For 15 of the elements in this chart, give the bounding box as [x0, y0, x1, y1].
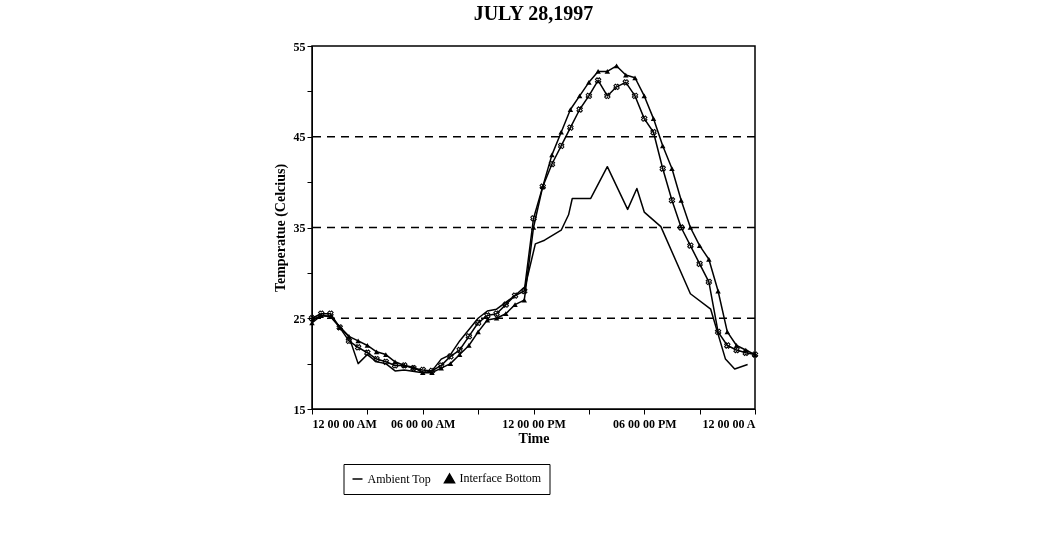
chart-title: JULY 28,1997 [473, 2, 594, 24]
x-tick-label: 06 00 00 PM [612, 416, 677, 431]
y-tick-label: 15 [293, 402, 306, 417]
y-tick-label: 55 [293, 39, 306, 54]
x-tick-label: 12 00 00 AM [312, 416, 377, 431]
y-tick-label: 25 [293, 311, 306, 326]
y-tick-label: 45 [293, 130, 306, 145]
x-tick-label: 12 00 00 A [702, 416, 756, 431]
x-tick-label: 12 00 00 PM [502, 416, 566, 431]
y-axis-title: Temperatue (Celcius) [272, 163, 289, 293]
legend-label: Interface Bottom [459, 471, 542, 486]
x-tick-label: 06 00 00 AM [391, 416, 456, 431]
y-tick-label: 35 [293, 221, 306, 235]
x-axis-title: Time [518, 430, 550, 446]
legend-label: Ambient Top [367, 472, 431, 486]
